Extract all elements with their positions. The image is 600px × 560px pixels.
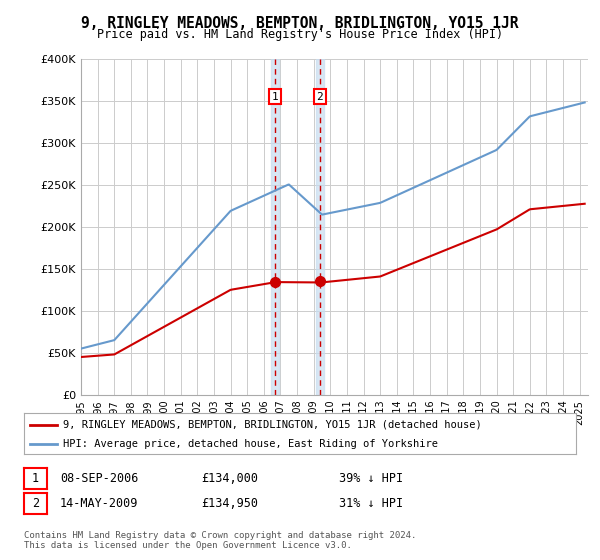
Text: 1: 1	[32, 472, 39, 486]
Text: 1: 1	[272, 92, 278, 101]
Text: 2: 2	[32, 497, 39, 510]
Text: 31% ↓ HPI: 31% ↓ HPI	[339, 497, 403, 510]
Bar	[271, 59, 280, 395]
Text: £134,950: £134,950	[201, 497, 258, 510]
Text: 08-SEP-2006: 08-SEP-2006	[60, 472, 139, 486]
Bar	[316, 59, 324, 395]
Text: Contains HM Land Registry data © Crown copyright and database right 2024.
This d: Contains HM Land Registry data © Crown c…	[24, 531, 416, 550]
Text: 9, RINGLEY MEADOWS, BEMPTON, BRIDLINGTON, YO15 1JR (detached house): 9, RINGLEY MEADOWS, BEMPTON, BRIDLINGTON…	[62, 419, 481, 430]
Text: 9, RINGLEY MEADOWS, BEMPTON, BRIDLINGTON, YO15 1JR: 9, RINGLEY MEADOWS, BEMPTON, BRIDLINGTON…	[81, 16, 519, 31]
Text: Price paid vs. HM Land Registry's House Price Index (HPI): Price paid vs. HM Land Registry's House …	[97, 28, 503, 41]
Text: 2: 2	[316, 92, 323, 101]
Text: £134,000: £134,000	[201, 472, 258, 486]
Text: 14-MAY-2009: 14-MAY-2009	[60, 497, 139, 510]
Text: 39% ↓ HPI: 39% ↓ HPI	[339, 472, 403, 486]
Text: HPI: Average price, detached house, East Riding of Yorkshire: HPI: Average price, detached house, East…	[62, 438, 437, 449]
